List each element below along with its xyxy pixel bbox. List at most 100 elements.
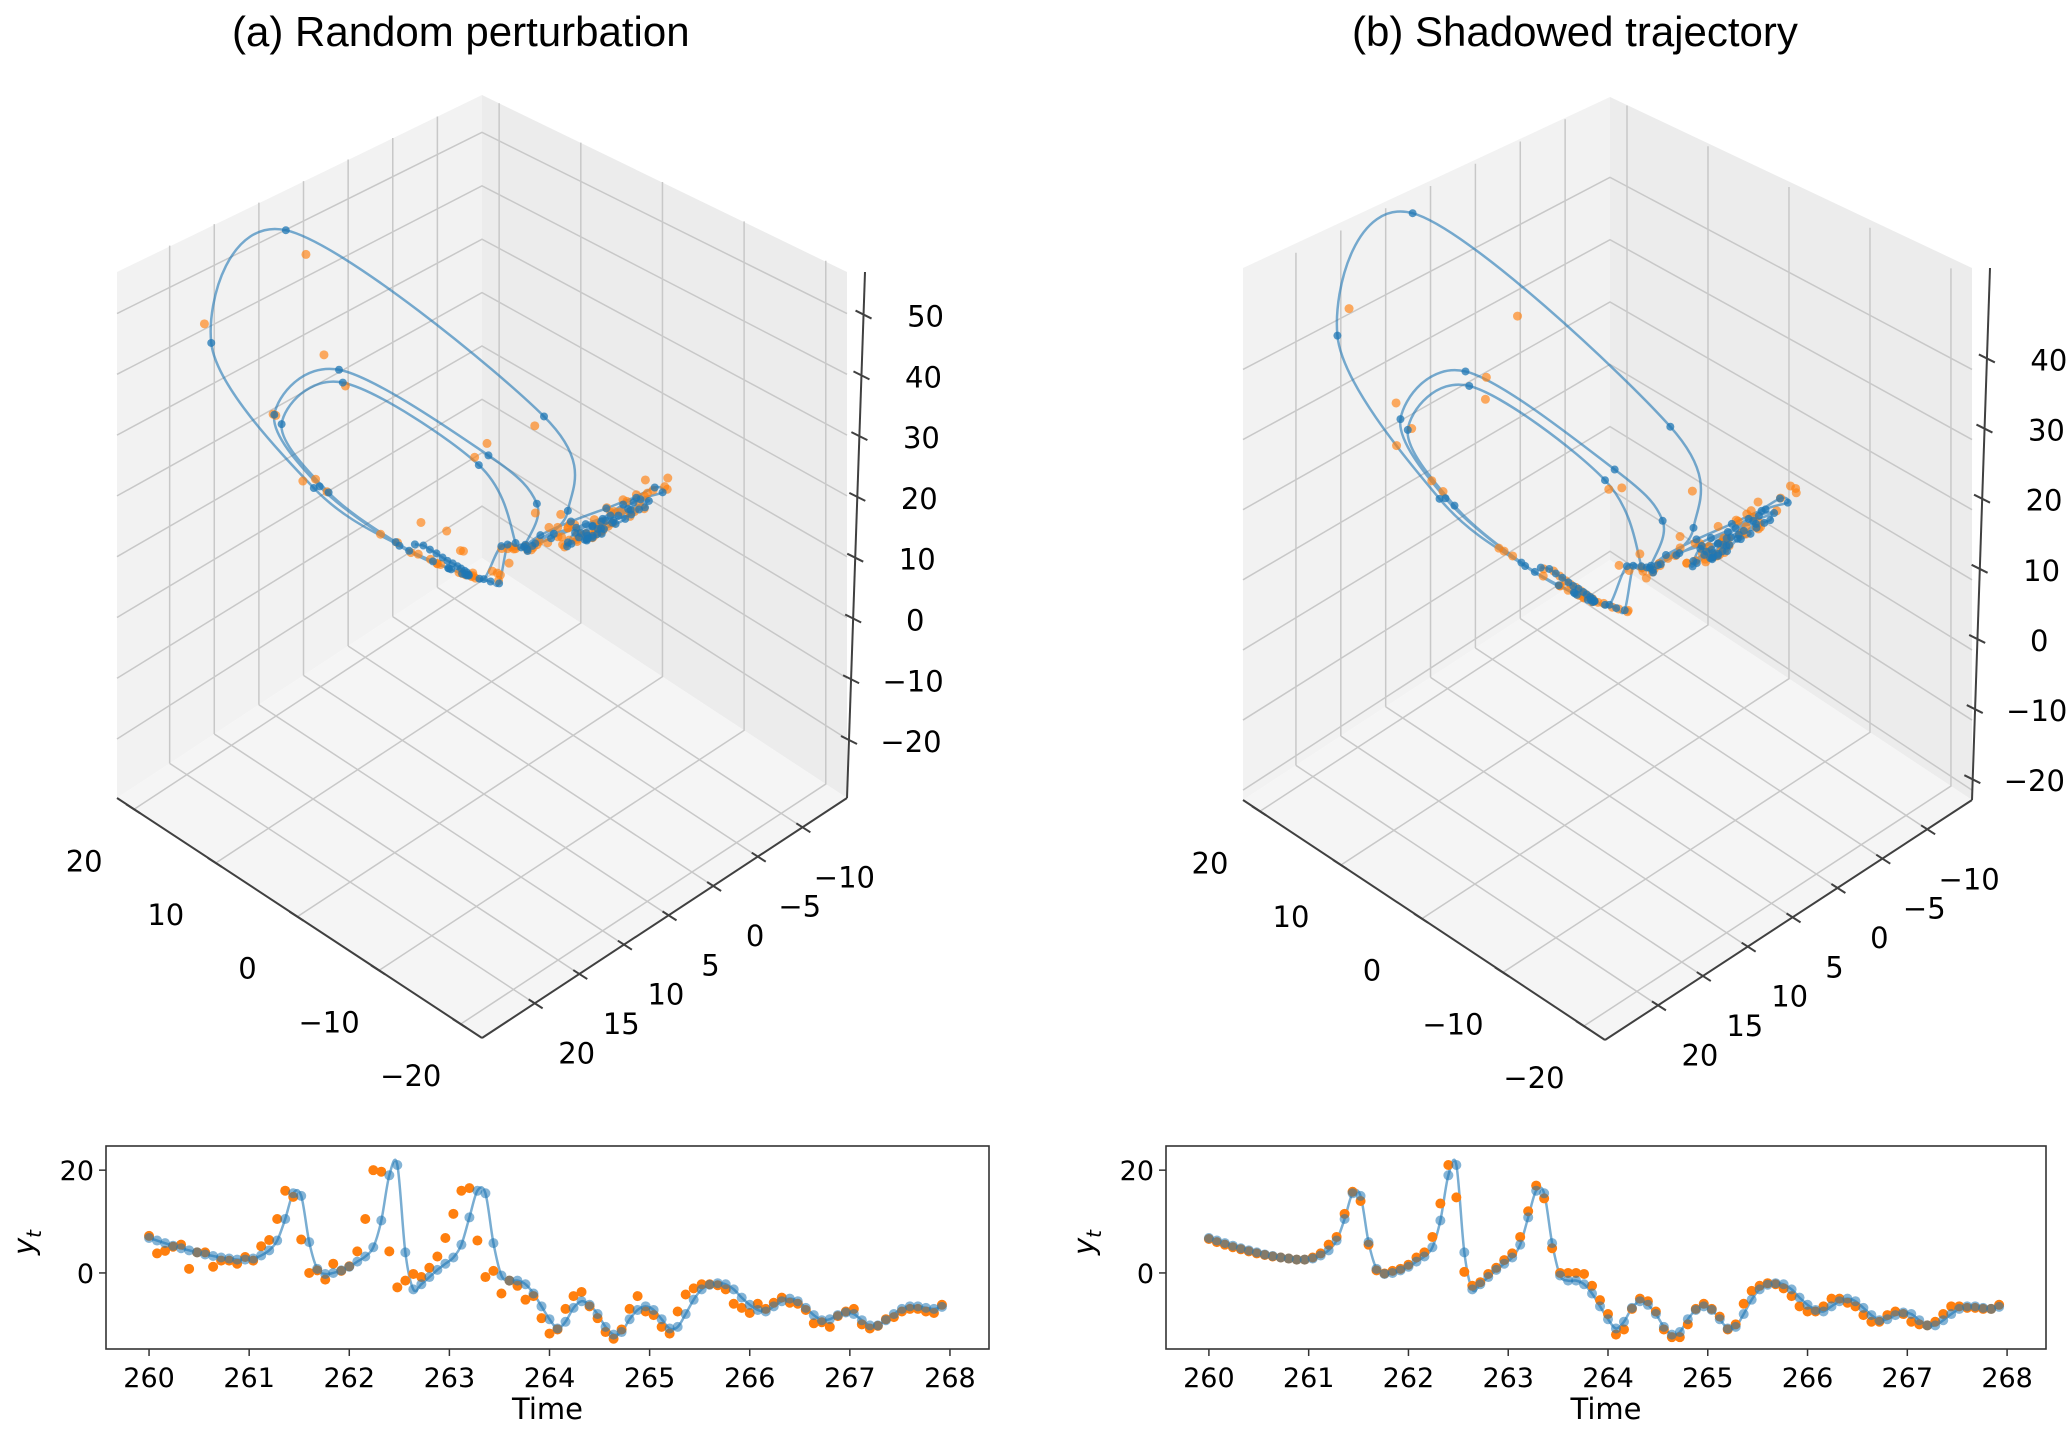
trajectory-point: [1441, 494, 1450, 503]
true-series-point: [408, 1284, 419, 1295]
true-series-point: [1475, 1279, 1486, 1290]
observation-point: [1618, 1324, 1629, 1335]
true-series-point: [544, 1314, 555, 1325]
true-series-point: [1267, 1250, 1278, 1261]
observation-point: [1538, 571, 1548, 581]
true-series-point: [1634, 1296, 1645, 1307]
observation-point: [1826, 1293, 1837, 1304]
z-tick: [846, 552, 864, 563]
observation-point: [1746, 1285, 1757, 1296]
x-tick-label: 0: [238, 952, 256, 986]
x-tick-label: 0: [1363, 954, 1381, 988]
true-series-point: [1858, 1302, 1869, 1313]
trajectory-point: [1333, 331, 1342, 340]
observation-point: [544, 522, 554, 532]
x-tick-label: 10: [1273, 900, 1310, 934]
trajectory-point: [486, 577, 495, 586]
x-tick-label: 268: [924, 1363, 976, 1394]
true-series-point: [1738, 1309, 1749, 1320]
trajectory-point: [1396, 415, 1405, 424]
trajectory-point: [609, 516, 618, 525]
observation-point: [1791, 488, 1801, 498]
trajectory-point: [1675, 549, 1684, 558]
true-series-point: [496, 1270, 507, 1281]
true-series-point: [768, 1301, 779, 1312]
trajectory-point: [1590, 597, 1599, 606]
trajectory-point: [636, 495, 645, 504]
true-series-point: [880, 1315, 891, 1326]
trajectory-point: [1689, 523, 1698, 532]
x-tick: [1332, 859, 1348, 870]
trajectory-point: [1554, 581, 1563, 590]
trajectory-point: [1723, 547, 1732, 556]
y-gridline-floor: [258, 704, 625, 946]
true-series-point: [888, 1309, 899, 1320]
true-series-point: [200, 1249, 211, 1260]
observation-point: [536, 1313, 547, 1324]
true-series-point: [1914, 1315, 1925, 1326]
true-series-point: [1786, 1284, 1797, 1295]
true-series-point: [1818, 1306, 1829, 1317]
observation-point: [808, 1318, 819, 1329]
z-gridline: [116, 398, 848, 619]
observation-point: [1459, 1266, 1470, 1277]
true-series-point: [416, 1279, 427, 1290]
true-series-point: [1898, 1307, 1909, 1318]
z-tick-label: 20: [2026, 484, 2063, 518]
y-gridline-floor: [1340, 735, 1704, 977]
true-series-point: [1547, 1238, 1558, 1249]
observation-point: [280, 1185, 291, 1196]
true-series-point: [912, 1301, 923, 1312]
trajectory-point: [563, 542, 572, 551]
true-series-point: [144, 1232, 155, 1243]
trajectory-point: [536, 531, 545, 540]
y-gridline-floor: [347, 645, 714, 887]
trajectory-point: [444, 564, 453, 573]
true-series-point: [1730, 1321, 1741, 1332]
true-series-point: [1379, 1268, 1390, 1279]
x-tick-label: −20: [1503, 1061, 1564, 1095]
true-series-point: [344, 1261, 355, 1272]
z-gridline: [1242, 425, 1973, 651]
true-series-point: [784, 1293, 795, 1304]
observation-point: [376, 529, 386, 539]
true-series-point: [920, 1302, 931, 1313]
trajectory-point: [635, 505, 644, 514]
y-tick-label: 20: [558, 1036, 595, 1070]
y-tick: [1785, 912, 1802, 924]
trajectory-point: [207, 338, 216, 347]
trajectory-point: [1403, 425, 1412, 434]
observation-point: [304, 1267, 315, 1278]
trajectory-point: [523, 547, 532, 556]
true-series-point: [1770, 1278, 1781, 1289]
trajectory-point: [1536, 563, 1545, 572]
observation-point: [208, 1261, 219, 1272]
x-tick-label: 265: [1682, 1363, 1734, 1394]
z-tick: [1976, 423, 1993, 434]
observation-point: [152, 1248, 163, 1259]
y-tick-label: −5: [1903, 892, 1946, 926]
y-tick-label: 5: [1825, 950, 1843, 984]
true-series-point: [1299, 1254, 1310, 1265]
z-axis-line: [1971, 267, 1991, 801]
true-series-point: [1722, 1323, 1733, 1334]
observation-point: [556, 509, 566, 519]
true-series-point: [1507, 1252, 1518, 1263]
x-tick-label: 20: [1192, 846, 1229, 880]
observation-point: [480, 1272, 491, 1283]
trajectory-point: [1658, 516, 1667, 525]
y-axis-label-main: y: [1067, 1237, 1101, 1256]
true-series-point: [1826, 1301, 1837, 1312]
x-gridline: [460, 260, 827, 1025]
y-tick-label: −10: [1939, 862, 2000, 896]
x-tick: [370, 964, 386, 976]
trajectory-point: [1746, 529, 1755, 538]
y-tick: [751, 851, 767, 863]
observation-point: [272, 1213, 283, 1224]
x-tick-label: 268: [1981, 1363, 2033, 1394]
observation-point: [392, 1282, 403, 1293]
x-tick: [207, 857, 223, 868]
true-series-point: [1291, 1254, 1302, 1265]
trajectory-point: [464, 571, 473, 580]
